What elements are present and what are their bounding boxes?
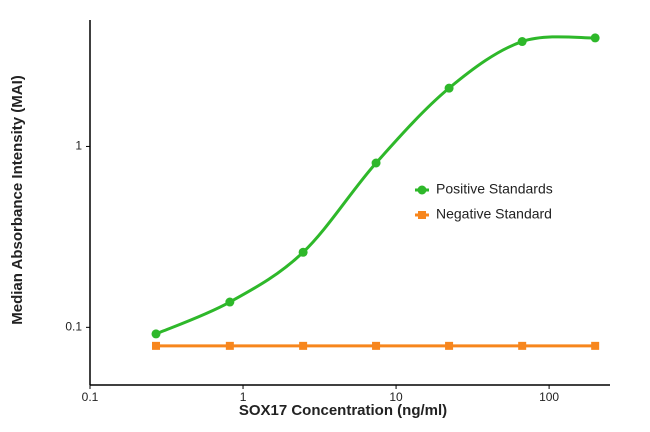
point [591,341,600,350]
point [299,341,308,350]
point [517,37,527,47]
point [152,341,161,350]
legend-label: Positive Standards [436,181,553,197]
legend-marker [417,185,427,195]
legend-marker [418,211,426,219]
x-tick-label: 0.1 [82,390,99,404]
point [151,329,161,339]
x-tick-label: 10 [389,390,403,404]
x-tick-label: 100 [539,390,559,404]
point [225,297,235,307]
legend-label: Negative Standard [436,206,552,222]
point [444,83,454,93]
point [590,33,600,43]
point [371,158,381,168]
y-tick-label: 0.1 [65,320,82,334]
point [298,247,308,257]
point [372,341,381,350]
point [445,341,454,350]
x-axis-title: SOX17 Concentration (ng/ml) [239,402,447,419]
y-axis-title: Median Absorbance Intensity (MAI) [9,75,26,324]
x-tick-label: 1 [240,390,247,404]
y-tick-label: 1 [75,139,82,153]
point [225,341,234,350]
point [518,341,527,350]
